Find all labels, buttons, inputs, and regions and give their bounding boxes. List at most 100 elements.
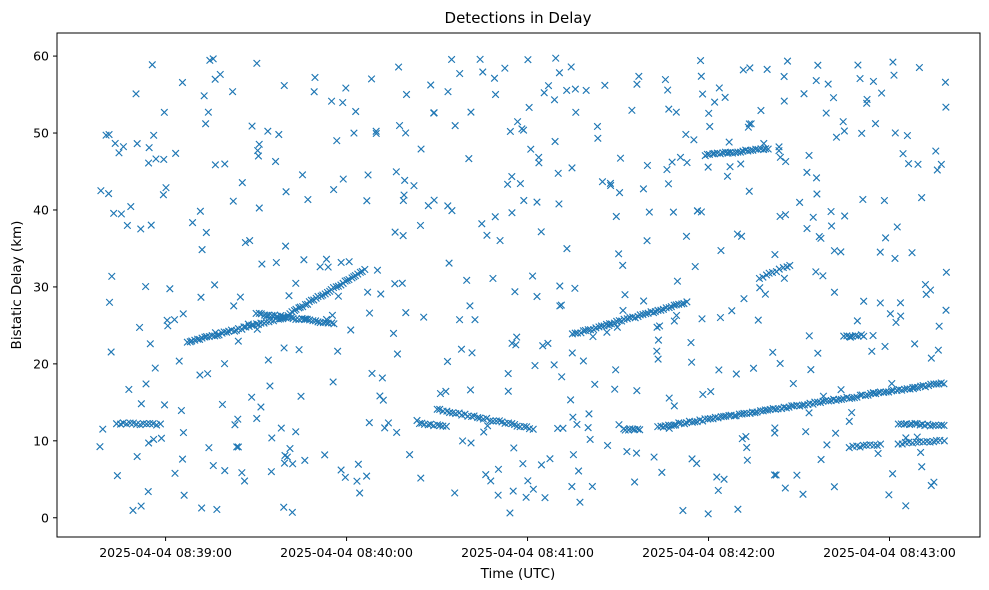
detection-point [433,405,441,413]
plot-background [57,33,980,537]
detection-point [697,72,706,80]
detection-point [465,154,473,163]
detection-point [894,420,903,428]
detection-point [616,154,625,162]
detection-point [760,139,768,148]
detection-point [506,127,515,136]
detection-point [148,61,156,69]
detection-point [902,502,910,510]
detection-point [668,158,676,166]
detection-point [329,185,338,194]
detection-point [255,309,263,318]
detection-point [433,421,442,429]
detection-point [710,98,719,106]
detection-point [392,428,401,437]
detection-point [391,280,399,288]
detection-point [236,293,245,301]
detection-point [605,321,613,330]
detection-point [696,56,705,65]
detection-point [365,309,374,317]
detection-point [268,434,276,442]
detection-point [342,84,350,92]
detection-point [593,122,602,131]
detection-point [861,391,870,400]
detection-point [267,467,276,476]
detection-point [301,456,309,465]
detection-point [160,401,169,409]
detection-point [919,381,927,390]
detection-point [151,364,159,372]
detection-point [621,290,629,299]
detection-point [645,208,654,216]
detection-point [266,316,275,324]
detection-point [571,329,579,337]
detection-point [470,412,478,420]
detection-point [213,505,221,514]
detection-point [491,213,499,221]
detection-point [799,490,807,498]
detection-point [885,491,893,499]
detection-point [341,473,350,482]
detection-point [840,332,848,340]
detection-point [253,325,261,333]
detection-point [554,169,562,178]
detection-point [204,108,213,116]
detection-point [483,422,492,430]
detection-point [307,296,316,304]
detection-point [553,424,562,433]
detection-point [137,225,145,233]
detection-point [687,358,696,366]
detection-point [391,228,399,236]
detection-point [132,90,140,98]
detection-point [323,288,332,297]
detection-point [129,506,137,515]
detection-point [300,256,308,264]
detection-point [398,279,406,287]
detection-point [569,413,577,421]
detection-point [234,415,242,423]
detection-point [221,160,229,168]
detection-point [819,392,828,400]
detection-point [736,148,745,156]
detection-point [149,435,158,444]
detection-point [205,443,213,452]
detection-point [830,246,839,255]
detection-point [665,105,673,113]
detection-point [745,187,753,195]
x-tick-label: 2025-04-04 08:41:00 [461,545,594,560]
detection-point [739,66,748,74]
detection-point [657,306,665,314]
detection-point [924,381,933,390]
detection-point [940,421,948,430]
detection-point [392,168,401,176]
detection-point [196,207,205,215]
detection-point [672,108,681,116]
detection-point [525,103,533,112]
detection-point [311,317,320,325]
detection-point [754,145,762,154]
detection-point [171,149,180,158]
detection-point [324,263,332,271]
detection-point [105,298,114,307]
detection-point [111,139,119,148]
detection-point [771,250,779,259]
detection-point [663,86,672,94]
detection-point [899,149,907,158]
detection-point [853,317,862,325]
x-tick-label: 2025-04-04 08:40:00 [280,545,413,560]
detection-point [109,209,118,218]
detection-point [234,337,243,345]
y-axis-label: Bistatic Delay (km) [9,221,25,350]
detection-point [737,232,746,240]
detection-point [623,447,631,456]
detection-point [800,90,808,98]
detection-point [322,315,331,324]
detection-point [757,106,765,115]
detection-point [467,108,475,116]
detection-point [655,322,664,330]
detection-point [108,272,116,281]
detection-point [837,248,845,256]
detection-point [724,148,732,157]
detection-point [589,332,597,341]
detection-point [908,248,916,257]
